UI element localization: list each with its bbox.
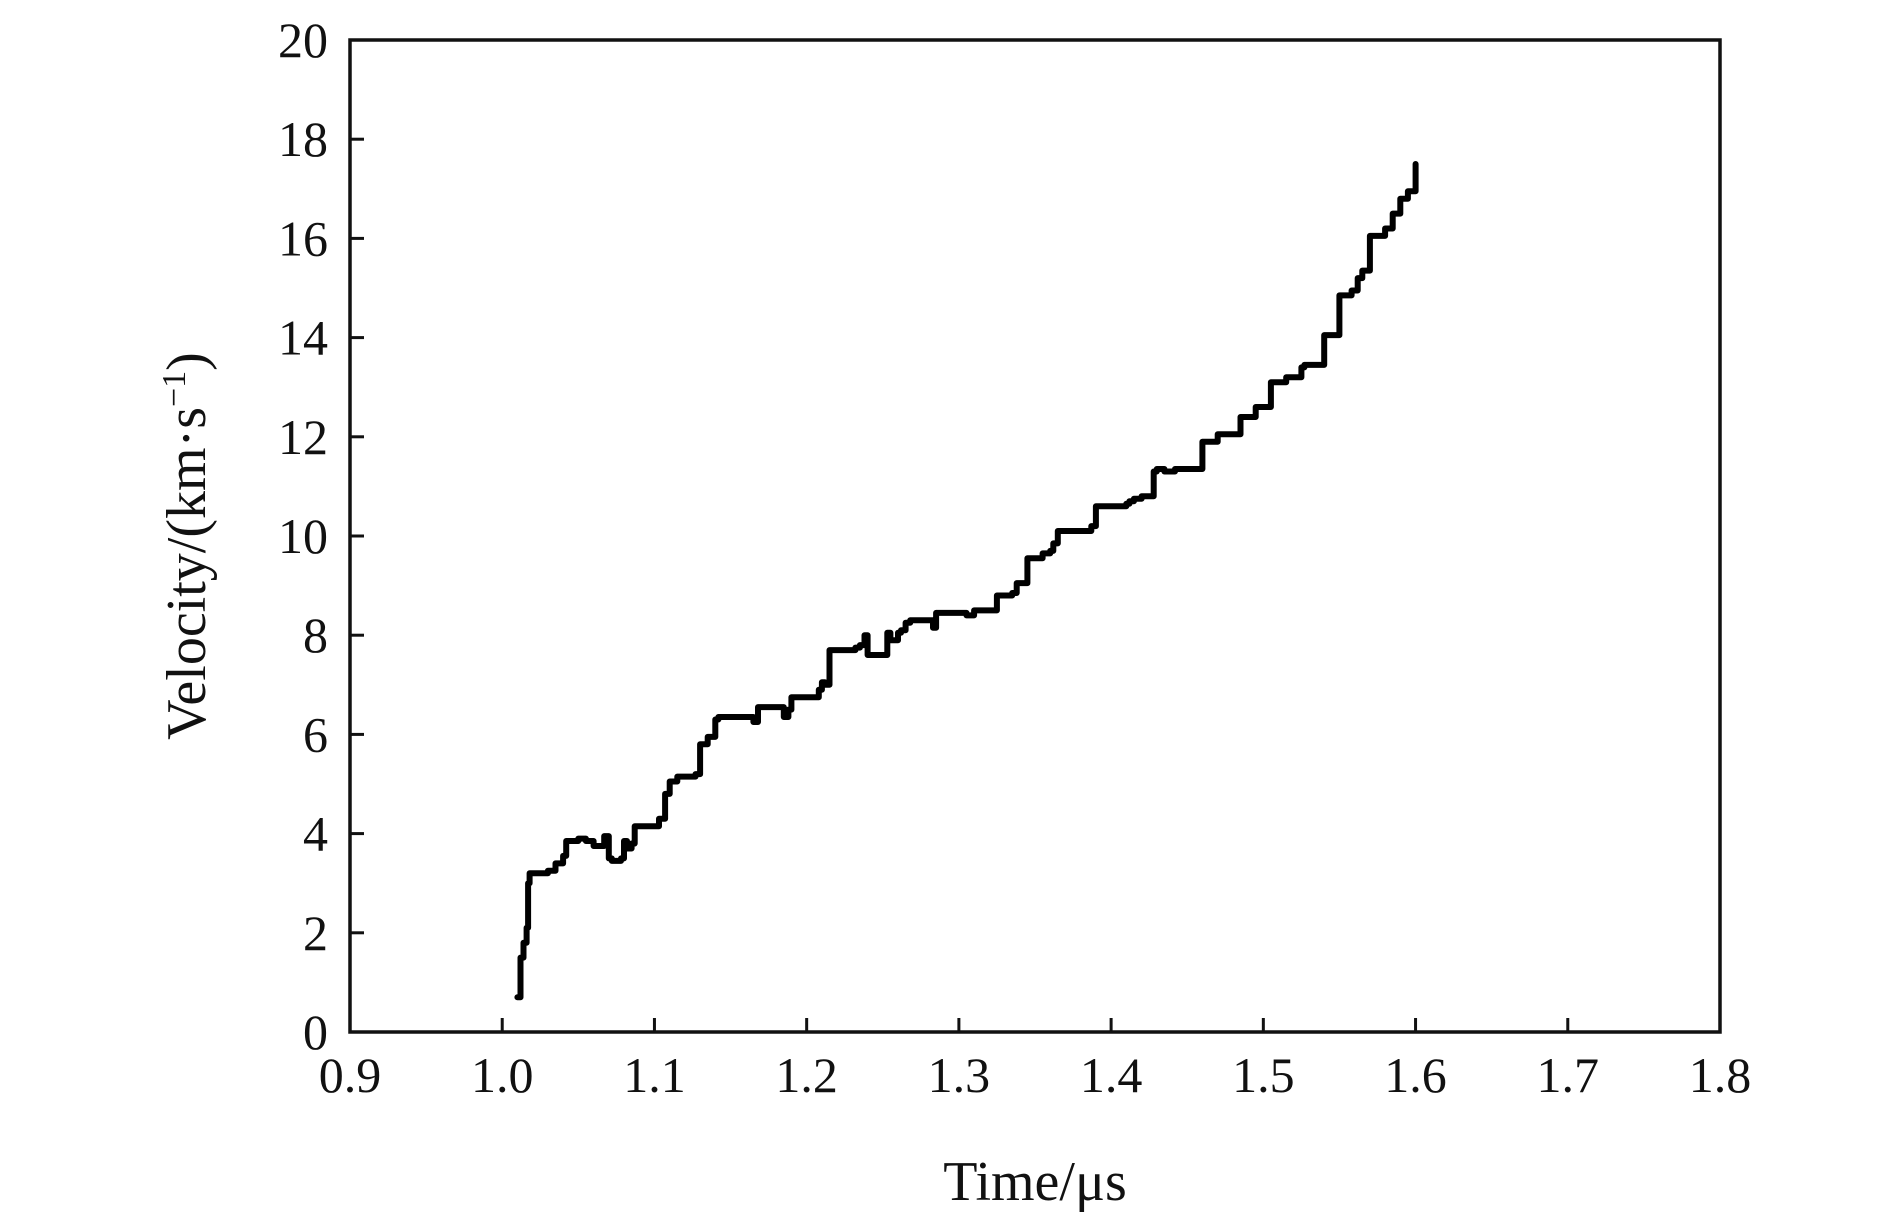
axis-ticks — [348, 38, 1722, 1034]
y-axis-title: Velocity/(km·s−1) — [156, 352, 218, 740]
plot-frame — [348, 38, 1722, 1034]
velocity-series-line — [514, 161, 1419, 1001]
y-tick-labels: 0 2 4 6 8 10 12 14 16 18 20 — [278, 12, 328, 1060]
x-axis-title: Time/μs — [943, 1151, 1127, 1213]
y-tick-label: 6 — [303, 706, 328, 762]
x-tick-label: 1.0 — [471, 1047, 534, 1103]
y-tick-label: 12 — [278, 409, 328, 465]
y-tick-label: 10 — [278, 508, 328, 564]
x-tick-labels: 0.9 1.0 1.1 1.2 1.3 1.4 1.5 1.6 1.7 1.8 — [319, 1047, 1752, 1103]
x-tick-label: 1.6 — [1384, 1047, 1447, 1103]
y-tick-label: 16 — [278, 210, 328, 266]
y-tick-label: 14 — [278, 310, 328, 366]
y-tick-label: 0 — [303, 1004, 328, 1060]
y-axis-title-superscript: −1 — [156, 371, 193, 407]
series-layer — [514, 161, 1419, 1001]
y-tick-label: 2 — [303, 905, 328, 961]
x-tick-label: 1.8 — [1689, 1047, 1752, 1103]
y-axis-title-text: Velocity/(km·s — [156, 407, 218, 740]
y-tick-label: 18 — [278, 111, 328, 167]
y-axis-title-close: ) — [156, 352, 218, 371]
x-tick-label: 1.3 — [928, 1047, 991, 1103]
x-tick-label: 1.2 — [775, 1047, 838, 1103]
x-tick-label: 1.4 — [1080, 1047, 1143, 1103]
x-tick-label: 1.5 — [1232, 1047, 1295, 1103]
x-tick-label: 0.9 — [319, 1047, 382, 1103]
y-tick-label: 4 — [303, 806, 328, 862]
y-tick-label: 8 — [303, 607, 328, 663]
x-tick-label: 1.7 — [1537, 1047, 1600, 1103]
x-tick-label: 1.1 — [623, 1047, 686, 1103]
y-tick-label: 20 — [278, 12, 328, 68]
